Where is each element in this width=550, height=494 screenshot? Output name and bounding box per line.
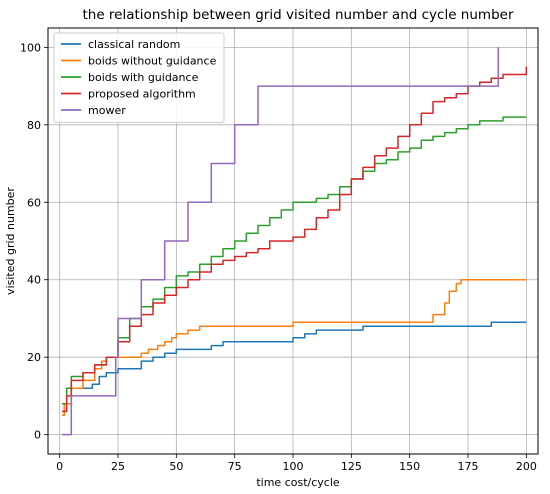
series-line-classical-random (62, 321, 527, 417)
y-axis-label: visited grid number (4, 187, 17, 295)
x-tick-label: 200 (516, 460, 537, 473)
y-tick-label: 80 (27, 119, 41, 132)
series-line-boids-without-guidance (62, 278, 527, 417)
series-line-proposed-algorithm (62, 66, 528, 413)
x-axis-ticks: 0 25 50 75 100 125 150 175 200 (56, 454, 537, 473)
x-tick-label: 25 (111, 460, 125, 473)
legend-box (53, 32, 225, 123)
y-tick-label: 60 (27, 196, 41, 209)
legend: classical random boids without guidance bo… (53, 32, 225, 123)
legend-label: classical random (88, 38, 180, 51)
x-axis-label: time cost/cycle (256, 476, 340, 489)
x-tick-label: 50 (169, 460, 183, 473)
chart-title: the relationship between grid visited nu… (82, 7, 513, 23)
x-tick-label: 75 (228, 460, 242, 473)
x-tick-label: 150 (399, 460, 420, 473)
legend-label: boids with guidance (88, 71, 199, 84)
x-tick-label: 125 (341, 460, 362, 473)
series-line-mower (62, 47, 500, 436)
legend-label: boids without guidance (88, 55, 217, 68)
y-tick-label: 0 (34, 429, 41, 442)
series-lines (62, 47, 528, 436)
x-tick-label: 175 (458, 460, 479, 473)
y-tick-label: 100 (20, 41, 41, 54)
x-tick-label: 0 (56, 460, 63, 473)
y-axis-ticks: 0 20 40 60 80 100 (20, 41, 48, 442)
y-tick-label: 20 (27, 351, 41, 364)
legend-label: mower (88, 104, 126, 117)
y-tick-label: 40 (27, 274, 41, 287)
legend-label: proposed algorithm (88, 88, 196, 101)
x-tick-label: 100 (283, 460, 304, 473)
